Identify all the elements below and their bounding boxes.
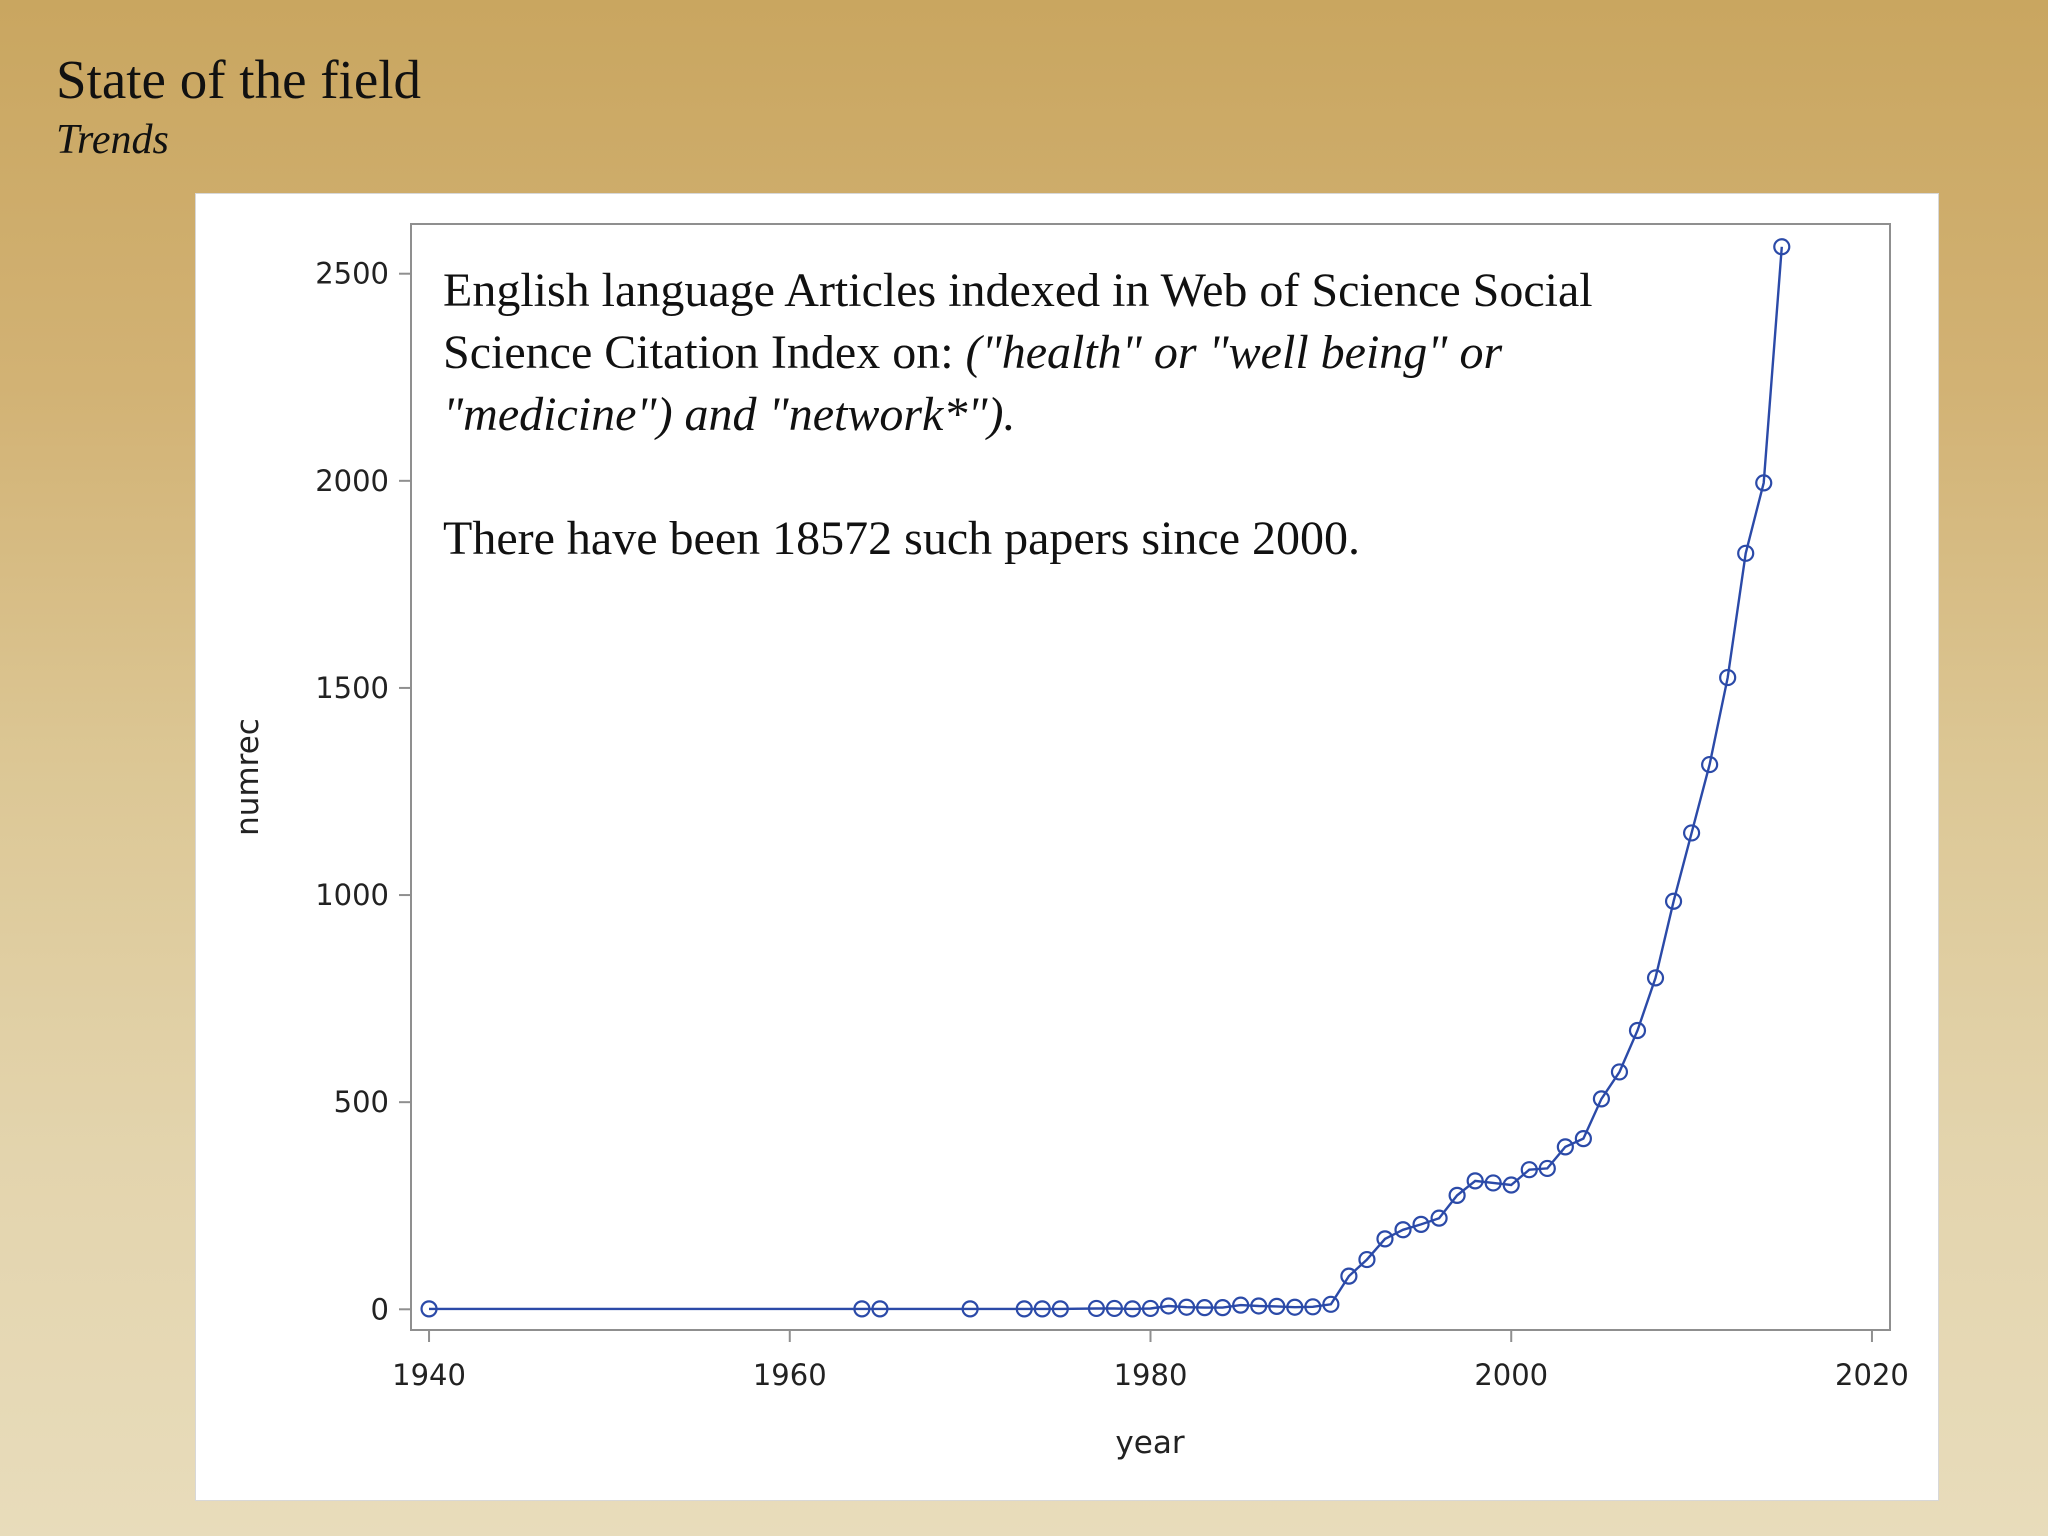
y-tick-label: 1000 xyxy=(315,878,389,912)
x-axis-label: year xyxy=(1115,1425,1184,1461)
x-tick-label: 1960 xyxy=(753,1358,827,1392)
y-tick-label: 500 xyxy=(334,1085,389,1119)
data-point xyxy=(1538,1159,1556,1178)
y-tick-label: 2000 xyxy=(315,464,389,498)
data-point xyxy=(1051,1300,1069,1318)
data-point xyxy=(1574,1130,1592,1148)
chart-panel: 0 500 1000 1500 2000 2500 1940 1960 1980 2000 202… xyxy=(195,193,1939,1501)
data-point xyxy=(1141,1299,1160,1318)
data-point xyxy=(1484,1174,1502,1192)
y-tick-label: 0 xyxy=(371,1292,389,1326)
annotation-note: There have been 18572 such papers since … xyxy=(443,512,1361,565)
x-axis: 1940 1960 1980 2000 2020 xyxy=(392,1330,1909,1392)
data-point xyxy=(1376,1230,1394,1248)
data-point xyxy=(1159,1297,1178,1315)
x-tick-label: 2000 xyxy=(1474,1358,1548,1392)
data-point xyxy=(1232,1296,1250,1314)
data-point xyxy=(1123,1300,1142,1318)
x-tick-label: 2020 xyxy=(1835,1358,1909,1392)
data-point xyxy=(1773,238,1791,256)
data-point xyxy=(1430,1209,1448,1227)
data-point xyxy=(1087,1299,1105,1318)
data-point xyxy=(1340,1267,1358,1285)
data-point xyxy=(1502,1176,1520,1194)
data-point xyxy=(1701,755,1719,774)
data-point xyxy=(1322,1295,1340,1313)
annotation-query: ("health" or "well being" or "medicine")… xyxy=(443,326,1503,441)
slide-subtitle: Trends xyxy=(56,117,169,163)
data-point xyxy=(1592,1090,1611,1108)
data-point xyxy=(1466,1172,1484,1190)
data-point xyxy=(1015,1300,1033,1318)
line-chart: 0 500 1000 1500 2000 2500 1940 1960 1980 2000 202… xyxy=(230,223,1909,1461)
y-tick-label: 2500 xyxy=(315,257,389,291)
y-axis: 0 500 1000 1500 2000 2500 xyxy=(315,257,411,1326)
data-point xyxy=(1520,1161,1538,1179)
data-point xyxy=(1412,1215,1430,1233)
data-point xyxy=(1556,1138,1574,1156)
data-point xyxy=(1304,1298,1322,1316)
series-line xyxy=(429,246,1783,1311)
data-point xyxy=(1664,892,1683,910)
y-axis-label: numrec xyxy=(230,718,266,836)
data-point xyxy=(1214,1299,1232,1317)
data-point xyxy=(1105,1299,1124,1318)
data-point xyxy=(1250,1297,1268,1315)
data-point xyxy=(1646,969,1665,987)
data-point xyxy=(1628,1021,1647,1040)
data-point xyxy=(961,1300,979,1318)
x-tick-label: 1940 xyxy=(392,1358,466,1392)
chart-annotation: English language Articles indexed in Web… xyxy=(443,260,1743,570)
annotation-description: English language Articles indexed in Web… xyxy=(443,264,1593,379)
data-point xyxy=(1177,1298,1196,1316)
series-layer xyxy=(420,238,1791,1318)
data-point xyxy=(871,1300,889,1318)
data-point xyxy=(1196,1299,1214,1317)
data-point xyxy=(420,1300,438,1318)
data-point xyxy=(1719,668,1737,687)
y-tick-label: 1500 xyxy=(315,671,389,705)
x-tick-label: 1980 xyxy=(1114,1358,1188,1392)
data-point xyxy=(1286,1298,1304,1316)
data-point xyxy=(1737,544,1755,562)
data-point xyxy=(1755,474,1773,492)
data-point xyxy=(1682,824,1701,842)
data-point xyxy=(1394,1221,1412,1239)
data-point xyxy=(1358,1250,1376,1269)
data-point xyxy=(1033,1300,1051,1318)
data-point xyxy=(1268,1297,1286,1315)
data-point xyxy=(1448,1186,1466,1204)
data-point xyxy=(1610,1063,1629,1081)
slide-title: State of the field xyxy=(56,49,422,110)
data-point xyxy=(853,1300,871,1318)
